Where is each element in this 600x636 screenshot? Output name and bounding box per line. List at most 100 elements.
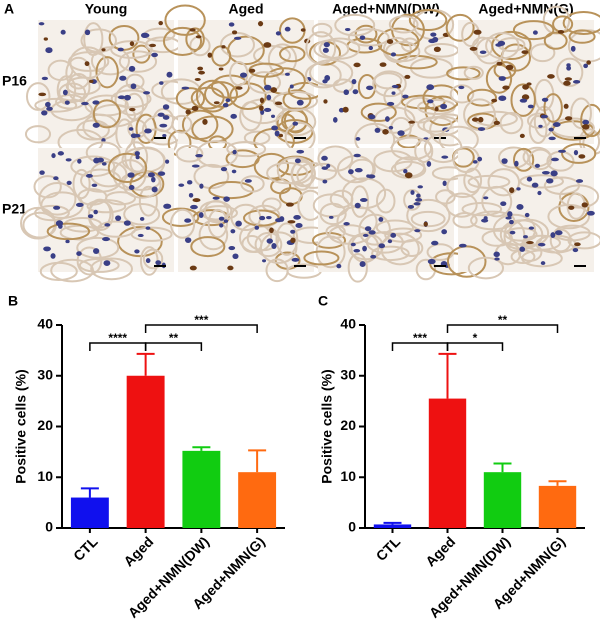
nucleus (191, 105, 199, 111)
alveolar-wall (305, 31, 337, 65)
nucleus (554, 230, 563, 236)
alveolar-wall (275, 107, 317, 137)
nucleus (162, 134, 167, 138)
nucleus (382, 129, 389, 135)
nucleus (390, 52, 397, 57)
alveolar-wall (382, 36, 412, 64)
alveolar-wall (414, 139, 434, 164)
alveolar-wall (508, 218, 550, 248)
nucleus (402, 94, 409, 99)
nucleus (158, 21, 163, 26)
nucleus (477, 156, 483, 162)
nucleus (532, 30, 538, 35)
nucleus (144, 128, 152, 134)
nucleus (477, 127, 486, 131)
nucleus (60, 29, 66, 35)
nucleus (62, 89, 68, 96)
nucleus (137, 233, 144, 238)
alveolar-wall (63, 217, 103, 233)
nucleus (387, 239, 393, 244)
alveolar-wall (88, 198, 112, 229)
nucleus (75, 202, 84, 207)
alveolar-wall (185, 27, 205, 51)
nucleus (232, 149, 237, 155)
alveolar-wall (547, 203, 590, 230)
nucleus (459, 243, 467, 248)
nucleus (472, 160, 478, 164)
nucleus (483, 196, 489, 200)
nucleus (266, 94, 272, 101)
alveolar-wall (371, 245, 410, 262)
alveolar-wall (219, 31, 255, 58)
micrograph (160, 4, 324, 157)
x-tick-label: Aged (120, 533, 156, 569)
nucleus (157, 112, 165, 117)
alveolar-wall (470, 210, 516, 231)
nucleus (322, 179, 328, 184)
alveolar-wall (360, 102, 397, 122)
nucleus (403, 168, 408, 174)
nucleus (119, 75, 127, 81)
y-tick-label: 40 (37, 316, 53, 332)
nucleus (493, 120, 501, 126)
alveolar-wall (461, 202, 503, 217)
alveolar-wall (272, 90, 319, 112)
y-tick-label: 0 (45, 519, 53, 535)
nucleus (266, 238, 274, 244)
alveolar-wall (78, 257, 120, 273)
nucleus (574, 242, 581, 247)
x-tick-label: CTL (373, 533, 404, 564)
nucleus (537, 190, 542, 196)
nucleus (524, 212, 530, 218)
nucleus (344, 27, 351, 32)
nucleus (262, 259, 267, 263)
nucleus (101, 162, 107, 166)
nucleus (415, 198, 423, 202)
nucleus (348, 169, 354, 175)
nucleus (117, 95, 126, 100)
nucleus (218, 216, 225, 221)
nucleus (558, 149, 566, 153)
alveolar-wall (380, 232, 420, 266)
alveolar-wall (290, 160, 316, 188)
nucleus (423, 221, 428, 227)
nucleus (427, 258, 436, 265)
nucleus (194, 77, 201, 81)
significance-bracket (446, 324, 559, 333)
nucleus (275, 218, 283, 223)
column-header: Aged+NMN(DW) (332, 1, 440, 17)
nucleus (285, 202, 294, 207)
nucleus (385, 116, 390, 122)
nucleus (368, 114, 376, 120)
nucleus (65, 239, 70, 244)
micrograph (303, 132, 474, 283)
nucleus (507, 211, 513, 218)
alveolar-wall (558, 184, 600, 209)
nucleus (191, 164, 200, 168)
alveolar-wall (238, 222, 273, 254)
nucleus (359, 197, 368, 203)
alveolar-wall (190, 86, 225, 110)
alveolar-wall (499, 112, 524, 135)
nucleus (50, 253, 56, 259)
nucleus (293, 215, 301, 220)
nucleus (378, 243, 386, 249)
x-tick-label: CTL (70, 533, 101, 564)
nucleus (235, 86, 243, 90)
nucleus (102, 237, 110, 242)
nucleus (51, 153, 56, 159)
alveolar-wall (543, 31, 568, 50)
nucleus (498, 76, 506, 81)
nucleus (77, 158, 82, 164)
nucleus (432, 36, 439, 43)
nucleus (573, 79, 581, 84)
nucleus (189, 265, 197, 271)
nucleus (516, 187, 521, 191)
nucleus (57, 151, 65, 156)
nucleus (563, 80, 571, 86)
nucleus (271, 114, 276, 118)
alveolar-wall (266, 161, 309, 185)
y-tick-label: 20 (37, 417, 53, 433)
nucleus (414, 229, 421, 233)
nucleus (151, 52, 158, 58)
